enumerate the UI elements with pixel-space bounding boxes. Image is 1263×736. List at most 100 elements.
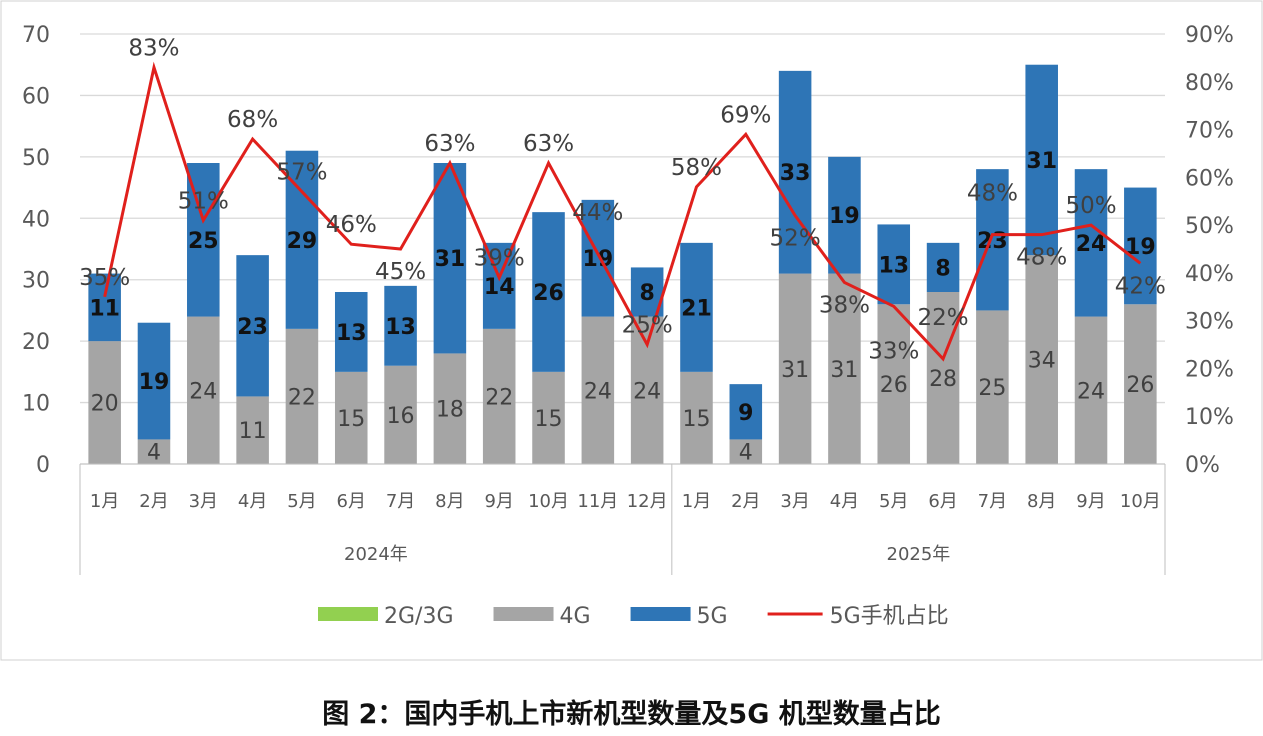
legend-label: 4G: [560, 604, 591, 629]
y2-tick-label: 0%: [1185, 453, 1220, 478]
data-label-5G: 8: [935, 256, 950, 281]
data-label-4G: 18: [436, 398, 464, 423]
data-label-5G: 26: [533, 281, 564, 306]
bar-5G: [532, 212, 565, 372]
bar-5G: [1124, 187, 1157, 305]
y-tick-label: 0: [36, 453, 50, 478]
line-data-label: 83%: [128, 35, 179, 61]
data-label-4G: 34: [1028, 349, 1056, 374]
data-label-4G: 11: [239, 419, 267, 444]
bar-4G: [1074, 316, 1108, 464]
data-label-4G: 26: [1126, 373, 1154, 398]
bar-4G: [137, 439, 171, 464]
bar-4G: [532, 371, 565, 464]
x-tick-label: 12月: [627, 491, 668, 512]
y2-tick-label: 80%: [1185, 71, 1234, 96]
legend-label: 5G手机占比: [830, 604, 949, 629]
line-data-label: 25%: [622, 313, 673, 339]
bar-5G: [926, 242, 960, 292]
bar-4G: [1025, 255, 1058, 464]
data-label-4G: 24: [584, 379, 612, 404]
legend-label: 2G/3G: [384, 604, 454, 629]
y-tick-label: 10: [22, 392, 50, 417]
x-tick-label: 5月: [879, 491, 908, 512]
x-tick-label: 3月: [780, 491, 809, 512]
bar-4G: [236, 396, 269, 464]
line-data-label: 45%: [375, 259, 426, 285]
y2-tick-label: 40%: [1185, 262, 1234, 287]
line-data-label: 50%: [1065, 193, 1116, 219]
bar-4G: [976, 310, 1009, 464]
data-label-4G: 26: [880, 373, 908, 398]
bar-5G: [1074, 169, 1108, 317]
x-tick-label: 7月: [386, 491, 415, 512]
line-data-label: 38%: [819, 292, 870, 318]
line-data-label: 33%: [868, 338, 919, 364]
data-label-4G: 20: [91, 392, 119, 417]
data-label-5G: 19: [139, 370, 170, 395]
bar-5G: [334, 292, 368, 372]
bar-4G: [581, 316, 615, 464]
data-label-4G: 15: [535, 407, 563, 432]
bar-4G: [877, 304, 911, 464]
bar-5G: [433, 163, 467, 354]
line-data-label: 22%: [918, 305, 969, 331]
legend-swatch: [630, 607, 691, 621]
data-label-4G: 22: [288, 385, 316, 410]
line-data-label: 35%: [79, 265, 130, 291]
line-data-label: 63%: [424, 131, 475, 157]
x-tick-label: 8月: [1027, 491, 1056, 512]
bar-5G: [877, 224, 911, 305]
bar-4G: [88, 341, 121, 464]
data-label-5G: 24: [1076, 232, 1107, 257]
data-label-4G: 16: [387, 404, 415, 429]
data-label-5G: 23: [237, 315, 268, 340]
line-data-label: 51%: [178, 188, 229, 214]
bar-4G: [334, 371, 368, 464]
data-label-5G: 25: [188, 229, 219, 254]
data-label-5G: 13: [336, 321, 367, 346]
data-label-4G: 15: [682, 407, 710, 432]
bar-4G: [187, 316, 220, 464]
y-tick-label: 30: [22, 269, 50, 294]
data-label-5G: 23: [977, 229, 1008, 254]
x-tick-label: 9月: [1076, 491, 1105, 512]
x-tick-label: 2月: [731, 491, 760, 512]
bar-4G: [729, 439, 763, 464]
data-label-5G: 19: [829, 204, 860, 229]
legend-swatch: [493, 607, 554, 621]
data-label-4G: 4: [147, 441, 161, 466]
y2-tick-label: 30%: [1185, 310, 1234, 335]
data-label-4G: 24: [633, 379, 661, 404]
data-label-4G: 25: [978, 376, 1006, 401]
x-tick-label: 8月: [435, 491, 464, 512]
data-label-4G: 28: [929, 367, 957, 392]
data-label-5G: 9: [738, 401, 753, 426]
line-data-label: 42%: [1115, 273, 1166, 299]
bar-4G: [285, 328, 319, 464]
y2-tick-label: 90%: [1185, 23, 1234, 48]
group-label: 2024年: [344, 544, 408, 565]
data-label-5G: 33: [780, 161, 811, 186]
bar-4G: [778, 273, 812, 464]
bar-4G: [482, 328, 516, 464]
y-tick-label: 20: [22, 330, 50, 355]
y-tick-label: 40: [22, 207, 50, 232]
bar-5G: [581, 199, 615, 317]
line-5g-share: [103, 61, 1142, 362]
y2-tick-label: 70%: [1185, 119, 1234, 144]
bar-5G: [88, 273, 121, 342]
data-label-5G: 29: [287, 229, 318, 254]
data-label-4G: 22: [485, 385, 513, 410]
x-tick-label: 10月: [528, 491, 569, 512]
x-tick-label: 1月: [90, 491, 119, 512]
x-tick-label: 1月: [682, 491, 711, 512]
y2-tick-label: 10%: [1185, 405, 1234, 430]
data-label-4G: 24: [1077, 379, 1105, 404]
bar-5G: [778, 70, 812, 274]
line-data-label: 52%: [770, 226, 821, 252]
data-label-5G: 13: [878, 253, 909, 278]
x-tick-label: 9月: [484, 491, 513, 512]
data-label-4G: 31: [830, 358, 858, 383]
